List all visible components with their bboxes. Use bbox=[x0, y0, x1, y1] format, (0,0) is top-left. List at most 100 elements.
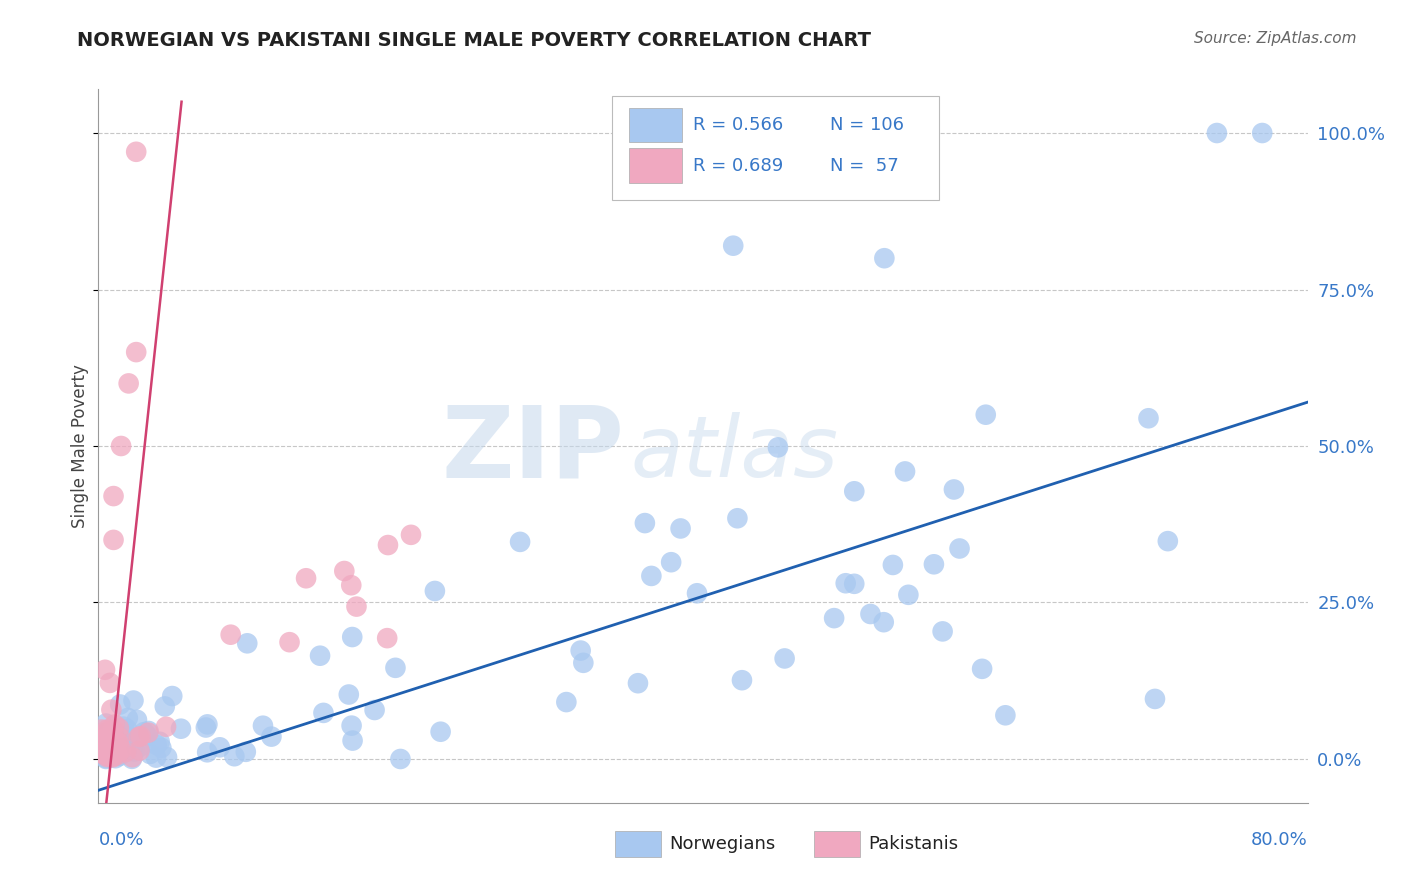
Point bbox=[91, 731, 114, 746]
Point bbox=[219, 628, 242, 642]
Point bbox=[121, 742, 143, 756]
Point bbox=[640, 569, 662, 583]
Point bbox=[389, 752, 412, 766]
Point bbox=[121, 750, 143, 764]
Point bbox=[429, 724, 451, 739]
Point bbox=[138, 725, 160, 739]
Point bbox=[98, 744, 121, 758]
Point bbox=[96, 748, 118, 763]
Point bbox=[844, 484, 866, 499]
Point bbox=[922, 558, 945, 572]
Text: Source: ZipAtlas.com: Source: ZipAtlas.com bbox=[1194, 31, 1357, 46]
Point bbox=[572, 656, 595, 670]
Point bbox=[342, 733, 364, 747]
Point bbox=[363, 703, 385, 717]
Point bbox=[1251, 126, 1274, 140]
Point bbox=[295, 571, 318, 585]
Point bbox=[128, 744, 150, 758]
Point bbox=[569, 643, 592, 657]
Point bbox=[90, 723, 112, 737]
Point bbox=[170, 722, 193, 736]
Text: R = 0.689: R = 0.689 bbox=[693, 157, 783, 175]
Point bbox=[97, 738, 120, 752]
Point bbox=[686, 586, 709, 600]
Point bbox=[145, 738, 167, 752]
Point bbox=[110, 743, 132, 757]
Point bbox=[346, 599, 368, 614]
Point bbox=[118, 376, 141, 391]
Point bbox=[162, 689, 184, 703]
Point bbox=[98, 676, 121, 690]
Point bbox=[112, 727, 135, 741]
Point bbox=[894, 465, 917, 479]
Point bbox=[94, 663, 117, 677]
Point bbox=[104, 751, 127, 765]
Point bbox=[90, 747, 112, 761]
Point bbox=[375, 631, 398, 645]
Point bbox=[124, 745, 146, 759]
Point bbox=[103, 533, 125, 547]
Point bbox=[384, 661, 406, 675]
Point bbox=[110, 439, 132, 453]
FancyBboxPatch shape bbox=[630, 108, 682, 142]
Text: ZIP: ZIP bbox=[441, 401, 624, 498]
Point bbox=[260, 730, 283, 744]
Point bbox=[723, 238, 745, 252]
Point bbox=[766, 441, 789, 455]
Point bbox=[115, 731, 138, 746]
Point bbox=[669, 521, 692, 535]
Point bbox=[111, 741, 134, 756]
FancyBboxPatch shape bbox=[613, 96, 939, 200]
Point bbox=[98, 749, 121, 764]
Point bbox=[1206, 126, 1229, 140]
Point bbox=[108, 731, 131, 745]
Point bbox=[94, 752, 117, 766]
Point bbox=[108, 721, 131, 735]
Point bbox=[117, 711, 139, 725]
Point bbox=[994, 708, 1017, 723]
Point bbox=[132, 725, 155, 739]
Point bbox=[100, 703, 122, 717]
Point bbox=[111, 744, 134, 758]
Point bbox=[1157, 534, 1180, 549]
Point bbox=[101, 744, 124, 758]
Point bbox=[90, 744, 112, 758]
Point bbox=[278, 635, 301, 649]
Point bbox=[859, 607, 882, 621]
Point bbox=[844, 577, 866, 591]
Y-axis label: Single Male Poverty: Single Male Poverty bbox=[72, 364, 90, 528]
Point bbox=[90, 746, 112, 760]
Point bbox=[96, 723, 118, 737]
Point bbox=[107, 722, 129, 736]
Point bbox=[107, 735, 129, 749]
Point bbox=[235, 745, 257, 759]
Point bbox=[96, 750, 118, 764]
Point bbox=[108, 723, 131, 738]
Point bbox=[150, 740, 173, 755]
Point bbox=[509, 534, 531, 549]
Point bbox=[101, 746, 124, 760]
Point bbox=[101, 745, 124, 759]
Point bbox=[873, 615, 896, 630]
Point bbox=[107, 736, 129, 750]
Point bbox=[1137, 411, 1160, 425]
Point bbox=[139, 747, 162, 761]
Point bbox=[194, 721, 217, 735]
Point bbox=[823, 611, 845, 625]
Point bbox=[112, 720, 135, 734]
Point bbox=[145, 750, 167, 764]
Point bbox=[94, 726, 117, 740]
Point bbox=[94, 716, 117, 731]
Point bbox=[309, 648, 332, 663]
Point bbox=[634, 516, 657, 530]
Point bbox=[93, 740, 115, 755]
Point bbox=[108, 749, 131, 764]
Text: 80.0%: 80.0% bbox=[1251, 831, 1308, 849]
Point bbox=[97, 724, 120, 739]
Point bbox=[195, 745, 218, 759]
Point bbox=[93, 740, 115, 755]
Point bbox=[659, 555, 682, 569]
Point bbox=[97, 747, 120, 761]
Point bbox=[252, 719, 274, 733]
Point bbox=[136, 728, 159, 742]
